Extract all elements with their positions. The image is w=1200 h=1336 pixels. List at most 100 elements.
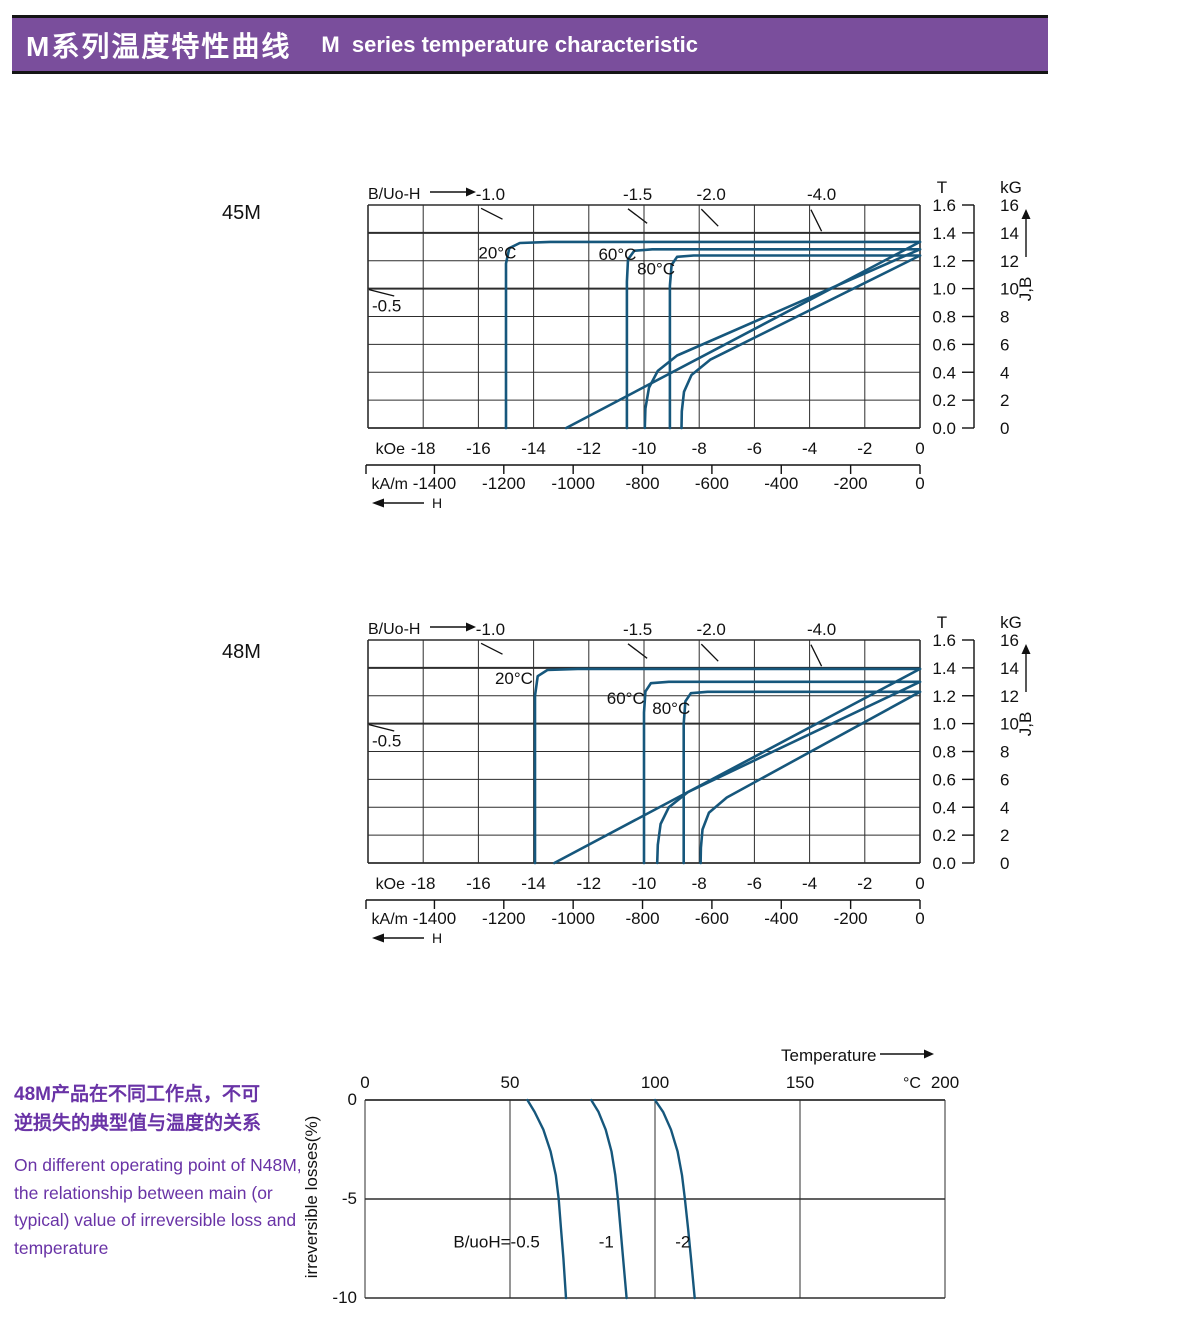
b-curve-80°C xyxy=(680,254,922,430)
loss-curve-label: -1 xyxy=(599,1233,614,1252)
b-curve-60°C xyxy=(643,248,922,430)
koe-tick-label: -6 xyxy=(747,439,762,458)
koe-tick-label: 0 xyxy=(915,874,924,893)
temp-curve-label: 80°C xyxy=(652,699,690,718)
koe-tick-label: -12 xyxy=(577,874,602,893)
t-tick-label: 0.4 xyxy=(932,798,956,817)
t-tick-label: 0.6 xyxy=(932,770,956,789)
load-line-label: -0.5 xyxy=(372,297,401,316)
koe-tick-label: -14 xyxy=(521,439,546,458)
koe-tick-label: 0 xyxy=(915,439,924,458)
h-arrowhead xyxy=(372,498,384,508)
b-curve-20°C xyxy=(552,667,922,865)
loss-x-tick-label: 150 xyxy=(786,1073,814,1092)
t-tick-label: 0.8 xyxy=(932,743,956,762)
load-line-tick xyxy=(368,723,395,732)
grade-label-48m: 48M xyxy=(222,641,261,663)
jb-arrowhead xyxy=(1021,644,1031,654)
koe-tick-label: -6 xyxy=(747,874,762,893)
kam-tick-label: 0 xyxy=(915,909,924,928)
temp-curve-label: 60°C xyxy=(598,245,636,264)
kam-tick-label: -1000 xyxy=(551,474,594,493)
t-tick-label: 1.4 xyxy=(932,224,956,243)
koe-tick-label: -2 xyxy=(857,439,872,458)
kg-axis-unit: kG xyxy=(1000,613,1022,632)
kg-tick-label: 2 xyxy=(1000,391,1009,410)
t-tick-label: 1.4 xyxy=(932,659,956,678)
loss-x-tick-label: 50 xyxy=(501,1073,520,1092)
loss-y-tick-label: -10 xyxy=(332,1288,357,1307)
t-tick-label: 0.8 xyxy=(932,308,956,327)
j-curve-80°C xyxy=(682,690,922,865)
load-line-tick xyxy=(810,644,823,667)
kam-tick-label: -1000 xyxy=(551,909,594,928)
kg-tick-label: 14 xyxy=(1000,224,1019,243)
kam-unit-label: kA/m xyxy=(372,476,408,493)
kam-tick-label: -1200 xyxy=(482,909,525,928)
t-tick-label: 0.0 xyxy=(932,419,956,438)
kg-tick-label: 2 xyxy=(1000,826,1009,845)
koe-tick-label: -4 xyxy=(802,439,817,458)
kam-tick-label: -1400 xyxy=(413,909,456,928)
load-line-label: -4.0 xyxy=(807,185,836,204)
koe-unit-label: kOe xyxy=(376,876,405,893)
t-tick-label: 0.4 xyxy=(932,363,956,382)
kg-axis-unit: kG xyxy=(1000,178,1022,197)
h-axis-label: H xyxy=(432,495,442,511)
loss-curve-label: -2 xyxy=(675,1233,690,1252)
buoh-axis-label: B/Uo-H xyxy=(368,621,420,638)
jb-axis-label: J,B xyxy=(1016,277,1035,302)
kg-tick-label: 10 xyxy=(1000,715,1019,734)
t-tick-label: 0.6 xyxy=(932,335,956,354)
load-line-tick xyxy=(480,642,503,655)
load-line-tick xyxy=(700,643,719,662)
temperature-axis-label: Temperature xyxy=(781,1046,876,1065)
kam-tick-label: -1400 xyxy=(413,474,456,493)
koe-tick-label: -16 xyxy=(466,439,491,458)
loss-curve-B/uoH=-0.5 xyxy=(526,1098,568,1300)
t-axis-unit: T xyxy=(937,178,947,197)
loss-chart-description: 48M产品在不同工作点，不可 逆损失的典型值与温度的关系 On different… xyxy=(14,1080,324,1262)
kg-tick-label: 10 xyxy=(1000,280,1019,299)
grade-label-45m: 45M xyxy=(222,202,261,224)
t-tick-label: 1.6 xyxy=(932,631,956,650)
koe-tick-label: -18 xyxy=(411,874,436,893)
kg-tick-label: 0 xyxy=(1000,419,1009,438)
koe-tick-label: -10 xyxy=(632,439,657,458)
buoh-arrowhead xyxy=(466,622,476,632)
temp-curve-label: 20°C xyxy=(478,244,516,263)
koe-tick-label: -8 xyxy=(692,874,707,893)
kg-tick-label: 16 xyxy=(1000,196,1019,215)
h-arrowhead xyxy=(372,933,384,943)
load-line-tick xyxy=(810,209,823,232)
load-line-tick xyxy=(480,207,503,220)
kam-tick-label: -200 xyxy=(834,909,868,928)
load-line-label: -0.5 xyxy=(372,732,401,751)
buoh-arrowhead xyxy=(466,187,476,197)
koe-tick-label: -14 xyxy=(521,874,546,893)
loss-y-tick-label: -5 xyxy=(342,1189,357,1208)
kg-tick-label: 12 xyxy=(1000,687,1019,706)
b-curve-80°C xyxy=(699,690,922,865)
loss-x-tick-label: 0 xyxy=(360,1073,369,1092)
t-tick-label: 1.2 xyxy=(932,252,956,271)
temp-curve-label: 20°C xyxy=(495,669,533,688)
load-line-label: -1.0 xyxy=(476,620,505,639)
kam-tick-label: 0 xyxy=(915,474,924,493)
kg-tick-label: 12 xyxy=(1000,252,1019,271)
loss-x-tick-label: 200 xyxy=(931,1073,959,1092)
jb-axis-label: J,B xyxy=(1016,712,1035,737)
kg-tick-label: 0 xyxy=(1000,854,1009,873)
page-title-en: M series temperature characteristic xyxy=(321,31,698,57)
t-tick-label: 1.2 xyxy=(932,687,956,706)
kg-tick-label: 8 xyxy=(1000,308,1009,327)
koe-tick-label: -4 xyxy=(802,874,817,893)
loss-description-en: On different operating point of N48M, the… xyxy=(14,1155,302,1258)
load-line-label: -1.0 xyxy=(476,185,505,204)
t-tick-label: 0.0 xyxy=(932,854,956,873)
kam-tick-label: -600 xyxy=(695,474,729,493)
kam-tick-label: -600 xyxy=(695,909,729,928)
load-line-tick xyxy=(627,208,648,224)
kg-tick-label: 16 xyxy=(1000,631,1019,650)
